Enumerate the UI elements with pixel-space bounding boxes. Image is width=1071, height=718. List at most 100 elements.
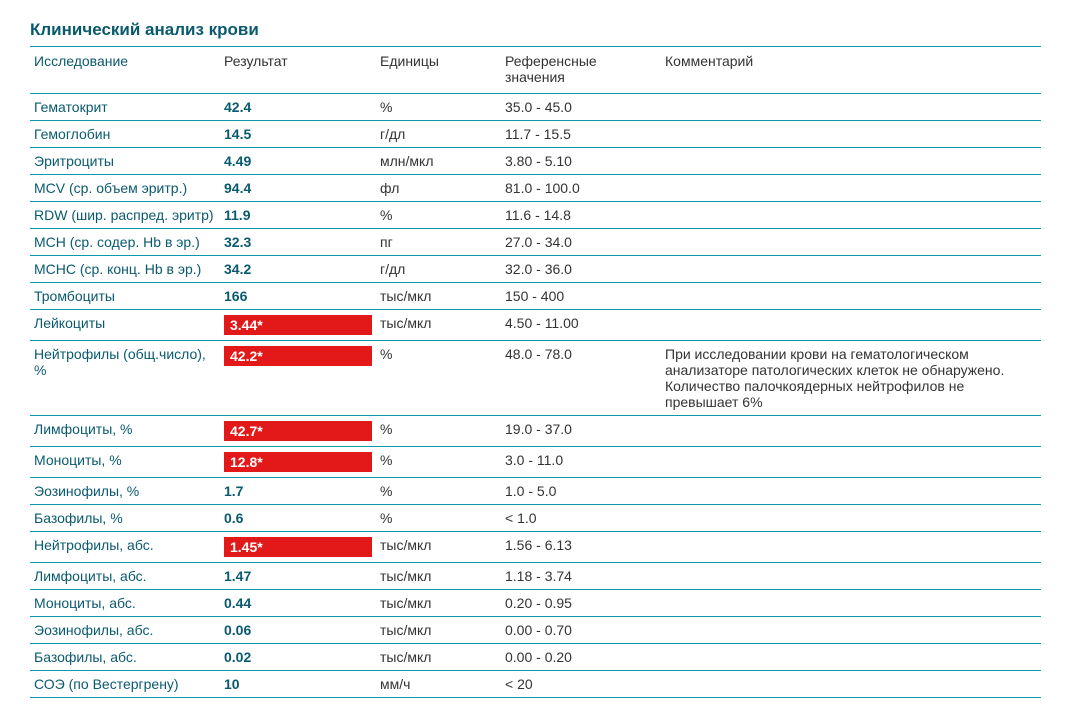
cell-result: 34.2 <box>220 256 376 283</box>
cell-units: тыс/мкл <box>376 590 501 617</box>
cell-reference: 27.0 - 34.0 <box>501 229 661 256</box>
result-value: 94.4 <box>224 180 251 196</box>
cell-result: 10 <box>220 671 376 698</box>
col-header-reference: Референсные значения <box>501 47 661 94</box>
result-value: 42.4 <box>224 99 251 115</box>
cell-result: 4.49 <box>220 148 376 175</box>
cell-reference: 150 - 400 <box>501 283 661 310</box>
cell-result: 3.44* <box>220 310 376 341</box>
cell-units: % <box>376 202 501 229</box>
cell-comment <box>661 617 1041 644</box>
cell-result: 42.2* <box>220 341 376 416</box>
cell-comment <box>661 644 1041 671</box>
result-value: 1.7 <box>224 483 243 499</box>
cell-test: Гематокрит <box>30 94 220 121</box>
table-row: Моноциты, абс.0.44тыс/мкл0.20 - 0.95 <box>30 590 1041 617</box>
cell-units: % <box>376 478 501 505</box>
result-flag: 42.7* <box>224 421 372 441</box>
cell-test: СОЭ (по Вестергрену) <box>30 671 220 698</box>
cell-units: тыс/мкл <box>376 310 501 341</box>
table-row: MCHC (ср. конц. Hb в эр.)34.2г/дл32.0 - … <box>30 256 1041 283</box>
cell-result: 94.4 <box>220 175 376 202</box>
cell-units: % <box>376 416 501 447</box>
table-row: MCH (ср. содер. Hb в эр.)32.3пг27.0 - 34… <box>30 229 1041 256</box>
result-value: 14.5 <box>224 126 251 142</box>
cell-reference: 35.0 - 45.0 <box>501 94 661 121</box>
cell-result: 0.44 <box>220 590 376 617</box>
cell-comment <box>661 283 1041 310</box>
table-row: Лимфоциты, абс.1.47тыс/мкл1.18 - 3.74 <box>30 563 1041 590</box>
cell-comment <box>661 671 1041 698</box>
cell-test: RDW (шир. распред. эритр) <box>30 202 220 229</box>
cell-result: 14.5 <box>220 121 376 148</box>
table-body: Гематокрит42.4%35.0 - 45.0Гемоглобин14.5… <box>30 94 1041 698</box>
cell-reference: 0.00 - 0.20 <box>501 644 661 671</box>
cell-test: Моноциты, % <box>30 447 220 478</box>
cell-comment <box>661 229 1041 256</box>
table-row: Нейтрофилы (общ.число), %42.2*%48.0 - 78… <box>30 341 1041 416</box>
result-value: 11.9 <box>224 207 250 223</box>
cell-test: Гемоглобин <box>30 121 220 148</box>
cell-reference: < 20 <box>501 671 661 698</box>
cell-comment <box>661 478 1041 505</box>
results-table: Исследование Результат Единицы Референсн… <box>30 46 1041 698</box>
col-header-units: Единицы <box>376 47 501 94</box>
cell-result: 0.02 <box>220 644 376 671</box>
cell-comment <box>661 563 1041 590</box>
cell-units: тыс/мкл <box>376 283 501 310</box>
result-value: 10 <box>224 676 240 692</box>
result-flag: 1.45* <box>224 537 372 557</box>
table-row: Эозинофилы, %1.7%1.0 - 5.0 <box>30 478 1041 505</box>
cell-result: 32.3 <box>220 229 376 256</box>
cell-comment <box>661 416 1041 447</box>
cell-result: 12.8* <box>220 447 376 478</box>
cell-comment <box>661 175 1041 202</box>
cell-result: 11.9 <box>220 202 376 229</box>
cell-test: Эозинофилы, % <box>30 478 220 505</box>
result-flag: 3.44* <box>224 315 372 335</box>
cell-test: Базофилы, абс. <box>30 644 220 671</box>
table-row: RDW (шир. распред. эритр)11.9%11.6 - 14.… <box>30 202 1041 229</box>
table-row: Базофилы, %0.6%< 1.0 <box>30 505 1041 532</box>
cell-units: тыс/мкл <box>376 563 501 590</box>
cell-comment: При исследовании крови на гематологическ… <box>661 341 1041 416</box>
cell-units: фл <box>376 175 501 202</box>
cell-result: 42.4 <box>220 94 376 121</box>
cell-units: % <box>376 505 501 532</box>
col-header-result: Результат <box>220 47 376 94</box>
table-header-row: Исследование Результат Единицы Референсн… <box>30 47 1041 94</box>
cell-result: 1.47 <box>220 563 376 590</box>
cell-units: % <box>376 447 501 478</box>
cell-units: г/дл <box>376 256 501 283</box>
cell-comment <box>661 94 1041 121</box>
table-row: Моноциты, %12.8*%3.0 - 11.0 <box>30 447 1041 478</box>
cell-test: Тромбоциты <box>30 283 220 310</box>
table-row: MCV (ср. объем эритр.)94.4 фл81.0 - 100.0 <box>30 175 1041 202</box>
table-row: Гемоглобин14.5г/дл11.7 - 15.5 <box>30 121 1041 148</box>
col-header-comment: Комментарий <box>661 47 1041 94</box>
cell-comment <box>661 532 1041 563</box>
cell-result: 0.06 <box>220 617 376 644</box>
table-row: Эозинофилы, абс.0.06тыс/мкл0.00 - 0.70 <box>30 617 1041 644</box>
cell-reference: 11.6 - 14.8 <box>501 202 661 229</box>
cell-test: MCV (ср. объем эритр.) <box>30 175 220 202</box>
cell-reference: 1.56 - 6.13 <box>501 532 661 563</box>
cell-comment <box>661 505 1041 532</box>
table-row: СОЭ (по Вестергрену)10мм/ч< 20 <box>30 671 1041 698</box>
cell-units: тыс/мкл <box>376 617 501 644</box>
cell-test: Моноциты, абс. <box>30 590 220 617</box>
result-value: 0.06 <box>224 622 251 638</box>
cell-test: Лейкоциты <box>30 310 220 341</box>
cell-result: 1.7 <box>220 478 376 505</box>
table-row: Лимфоциты, %42.7*%19.0 - 37.0 <box>30 416 1041 447</box>
result-value: 166 <box>224 288 247 304</box>
cell-test: Базофилы, % <box>30 505 220 532</box>
cell-result: 0.6 <box>220 505 376 532</box>
cell-reference: 81.0 - 100.0 <box>501 175 661 202</box>
cell-test: MCHC (ср. конц. Hb в эр.) <box>30 256 220 283</box>
cell-units: % <box>376 94 501 121</box>
result-value: 0.02 <box>224 649 251 665</box>
cell-reference: 1.0 - 5.0 <box>501 478 661 505</box>
table-row: Базофилы, абс.0.02тыс/мкл0.00 - 0.20 <box>30 644 1041 671</box>
cell-test: Эритроциты <box>30 148 220 175</box>
